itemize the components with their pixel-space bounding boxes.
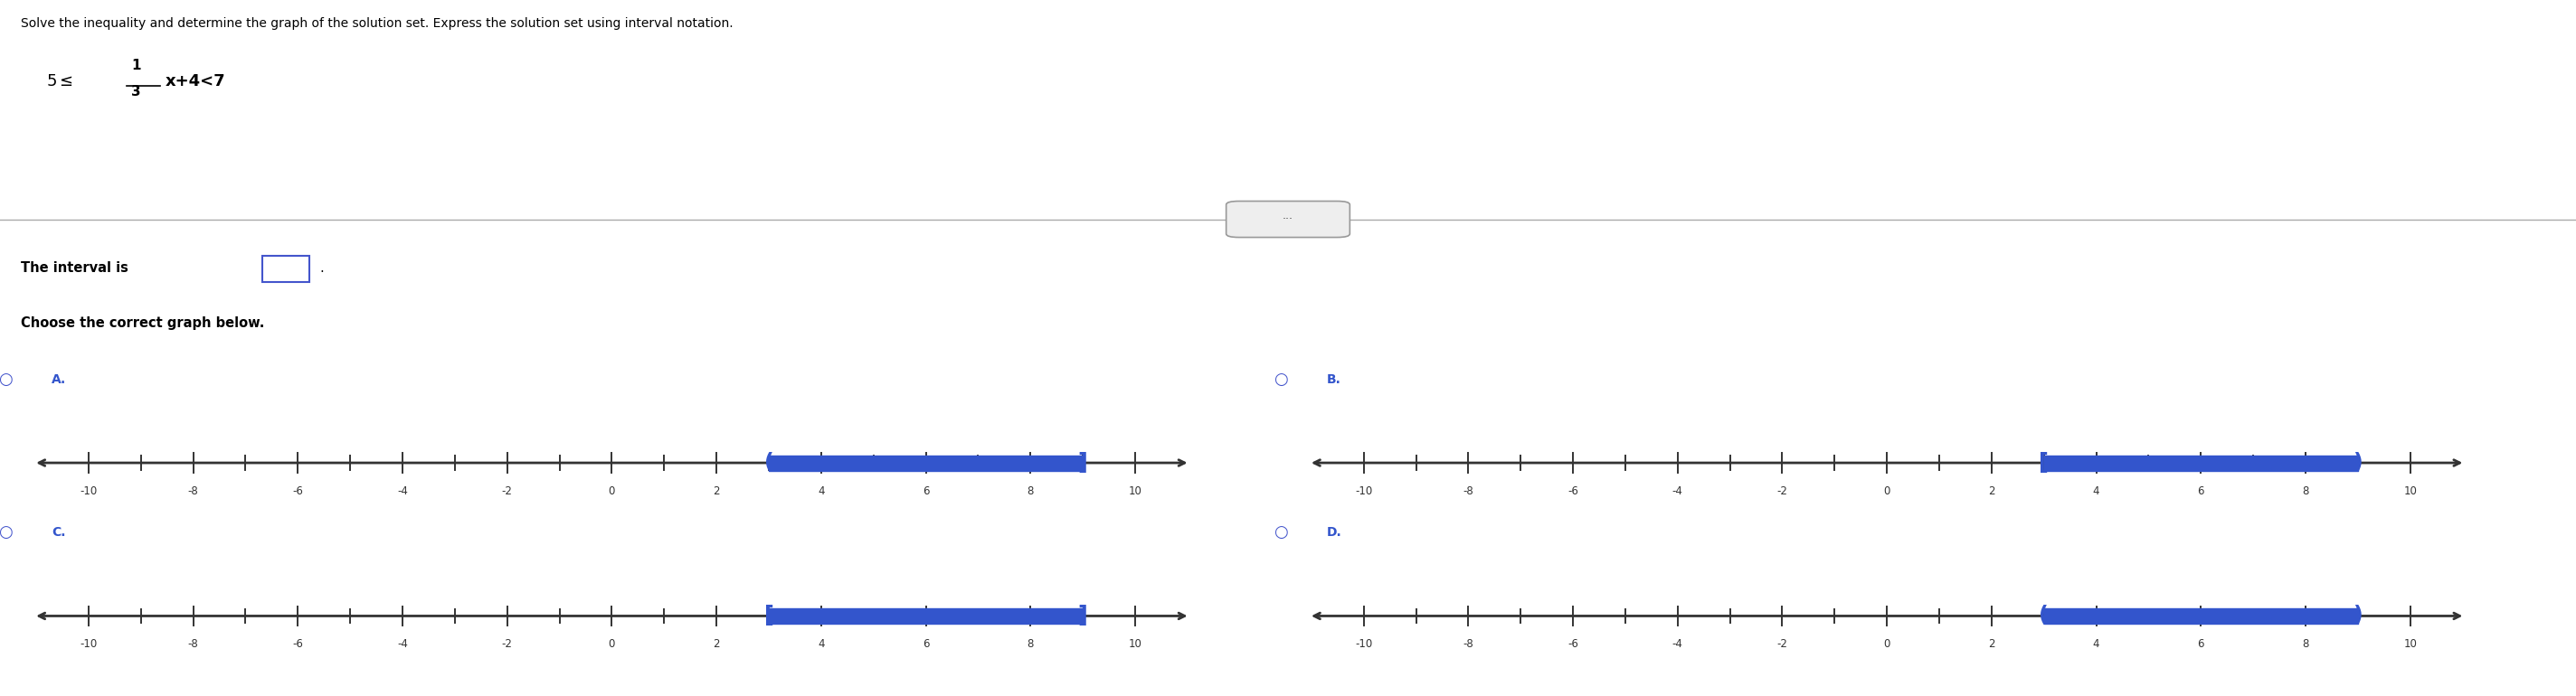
Text: 0: 0: [1883, 486, 1891, 497]
Text: ○: ○: [0, 524, 13, 541]
Text: (: (: [2040, 605, 2048, 627]
Text: 10: 10: [1128, 639, 1141, 650]
Text: A.: A.: [52, 373, 67, 386]
Text: -4: -4: [1672, 486, 1682, 497]
Text: x+4<7: x+4<7: [165, 73, 224, 89]
FancyBboxPatch shape: [1226, 201, 1350, 237]
Text: 8: 8: [2303, 486, 2308, 497]
Text: 0: 0: [608, 486, 616, 497]
Text: [: [: [2040, 452, 2048, 474]
Text: 8: 8: [2303, 639, 2308, 650]
Text: 10: 10: [2403, 486, 2416, 497]
Text: 6: 6: [922, 486, 930, 497]
Text: 4: 4: [817, 486, 824, 497]
Text: -2: -2: [502, 639, 513, 650]
Text: 10: 10: [1128, 486, 1141, 497]
Text: 6: 6: [2197, 639, 2205, 650]
Text: -2: -2: [1777, 639, 1788, 650]
Text: 6: 6: [2197, 486, 2205, 497]
Text: -10: -10: [1355, 639, 1373, 650]
Text: 4: 4: [817, 639, 824, 650]
Text: -8: -8: [1463, 639, 1473, 650]
Text: (: (: [765, 452, 773, 474]
Text: -8: -8: [188, 486, 198, 497]
Text: ○: ○: [1273, 524, 1288, 541]
Text: -8: -8: [1463, 486, 1473, 497]
Text: 8: 8: [1028, 486, 1033, 497]
Text: -4: -4: [397, 486, 407, 497]
Text: 0: 0: [608, 639, 616, 650]
Text: 3: 3: [131, 85, 142, 98]
Text: 4: 4: [2092, 639, 2099, 650]
Text: The interval is: The interval is: [21, 261, 129, 274]
Text: [: [: [765, 605, 773, 627]
Text: -8: -8: [188, 639, 198, 650]
Text: 2: 2: [1989, 486, 1994, 497]
FancyBboxPatch shape: [263, 255, 309, 282]
Text: 10: 10: [2403, 639, 2416, 650]
Text: -4: -4: [1672, 639, 1682, 650]
Text: -6: -6: [1569, 639, 1579, 650]
Text: C.: C.: [52, 526, 64, 539]
Text: -10: -10: [80, 486, 98, 497]
Text: ): ): [2352, 605, 2362, 627]
Text: -6: -6: [294, 639, 304, 650]
Text: $5\leq$: $5\leq$: [46, 73, 75, 89]
Text: 2: 2: [714, 486, 719, 497]
Text: Solve the inequality and determine the graph of the solution set. Express the so: Solve the inequality and determine the g…: [21, 17, 734, 30]
Text: 0: 0: [1883, 639, 1891, 650]
Text: 4: 4: [2092, 486, 2099, 497]
Text: -4: -4: [397, 639, 407, 650]
Text: ···: ···: [1283, 214, 1293, 225]
Text: ]: ]: [1077, 452, 1087, 474]
Text: 2: 2: [1989, 639, 1994, 650]
Text: ○: ○: [0, 371, 13, 388]
Text: -2: -2: [502, 486, 513, 497]
Text: .: .: [319, 261, 325, 274]
Text: 8: 8: [1028, 639, 1033, 650]
Text: 2: 2: [714, 639, 719, 650]
Text: 6: 6: [922, 639, 930, 650]
Text: -6: -6: [1569, 486, 1579, 497]
Text: D.: D.: [1327, 526, 1342, 539]
Text: ]: ]: [1077, 605, 1087, 627]
Text: Choose the correct graph below.: Choose the correct graph below.: [21, 317, 265, 330]
Text: -10: -10: [80, 639, 98, 650]
Text: -6: -6: [294, 486, 304, 497]
Text: B.: B.: [1327, 373, 1342, 386]
Text: -2: -2: [1777, 486, 1788, 497]
Text: ): ): [2352, 452, 2362, 474]
Text: -10: -10: [1355, 486, 1373, 497]
Text: 1: 1: [131, 59, 142, 72]
Text: ○: ○: [1273, 371, 1288, 388]
